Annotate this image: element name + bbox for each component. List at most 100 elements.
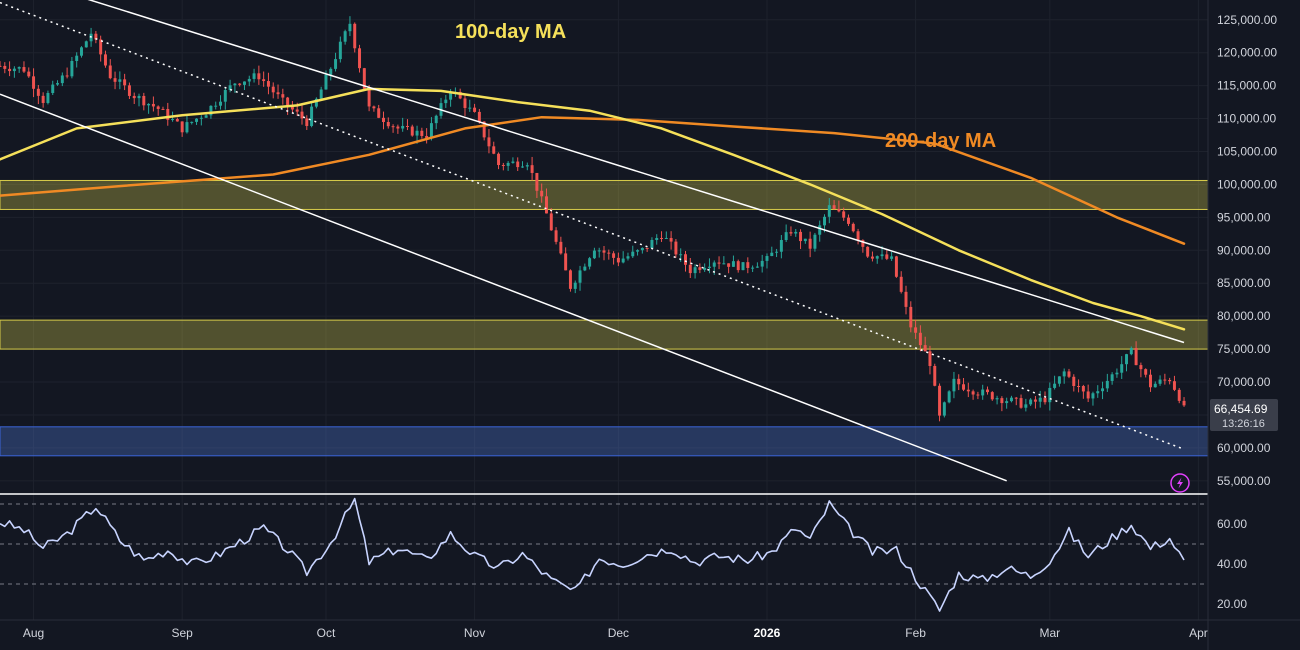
lightning-icon[interactable] <box>1170 473 1190 493</box>
up-candle <box>592 247 596 260</box>
up-candle <box>56 80 60 86</box>
candle-body <box>319 89 323 99</box>
up-candle <box>525 162 529 171</box>
candle-body <box>252 73 256 79</box>
up-candle <box>784 224 788 242</box>
candle-body <box>223 90 227 102</box>
candle-body <box>396 126 400 129</box>
candle-body <box>751 267 755 269</box>
candle-body <box>597 250 601 252</box>
candle-body <box>875 256 879 259</box>
candle-body <box>894 256 898 277</box>
candle-body <box>1043 397 1047 403</box>
moving-averages <box>0 87 1186 331</box>
candle-body <box>1096 391 1100 394</box>
candle-body <box>118 79 122 82</box>
channel-mid-dotted-line <box>0 1 1185 450</box>
candle-body <box>12 68 16 72</box>
up-candle <box>760 254 764 273</box>
candle-body <box>429 123 433 139</box>
candle-body <box>1182 400 1186 406</box>
down-candle <box>132 92 136 105</box>
down-candle <box>410 124 414 137</box>
candle-body <box>334 59 338 69</box>
ma200-label: 200-day MA <box>885 130 996 152</box>
price-tick-label: 120,000.00 <box>1217 46 1277 60</box>
candle-body <box>473 107 477 112</box>
candle-body <box>554 230 558 242</box>
up-candle <box>664 231 668 240</box>
candle-body <box>870 256 874 259</box>
candle-body <box>530 165 534 173</box>
down-candle <box>142 92 146 111</box>
candle-body <box>660 237 664 239</box>
candle-body <box>578 270 582 283</box>
candle-body <box>108 65 112 79</box>
up-candle <box>1101 381 1105 400</box>
down-candle <box>377 104 381 119</box>
up-candle <box>214 101 218 110</box>
candle-body <box>779 240 783 252</box>
candle-body <box>209 105 213 116</box>
candle-body <box>823 216 826 226</box>
down-candle <box>530 156 534 181</box>
candle-body <box>717 262 721 264</box>
candle-body <box>928 351 932 366</box>
candle-body <box>151 103 155 107</box>
down-candle <box>127 82 131 100</box>
down-candle <box>870 251 874 262</box>
candle-body <box>636 250 640 252</box>
down-candle <box>65 67 69 79</box>
down-candle <box>986 386 989 395</box>
candle-body <box>492 146 496 154</box>
down-candle <box>27 67 31 78</box>
candle-body <box>1172 381 1176 390</box>
down-candle <box>516 157 520 172</box>
up-candle <box>51 80 55 95</box>
candle-body <box>497 153 501 166</box>
down-candle <box>612 251 616 265</box>
down-candle <box>669 231 673 250</box>
down-candle <box>616 252 620 267</box>
up-candle <box>722 256 726 265</box>
candle-body <box>827 205 831 217</box>
candle-body <box>300 111 304 119</box>
down-candle <box>688 257 692 279</box>
time-tick-label: 2026 <box>754 626 781 640</box>
down-candle <box>1182 397 1186 407</box>
candle-body <box>80 47 83 56</box>
candle-body <box>837 209 841 212</box>
up-candle <box>588 256 592 270</box>
down-candle <box>799 229 803 249</box>
price-tick-label: 105,000.00 <box>1217 144 1277 158</box>
down-candle <box>540 183 544 203</box>
down-candle <box>1148 369 1152 392</box>
down-candle <box>32 68 36 98</box>
up-candle <box>137 93 141 107</box>
candle-body <box>386 121 390 127</box>
up-candle <box>1024 398 1028 412</box>
candle-body <box>952 378 956 392</box>
time-tick-label: Sep <box>171 626 193 640</box>
up-candle <box>890 251 894 261</box>
candle-body <box>986 389 989 393</box>
candle-body <box>219 101 222 106</box>
down-candle <box>976 391 980 400</box>
candle-body <box>3 65 7 69</box>
candle-body <box>588 258 592 267</box>
up-candle <box>506 161 510 171</box>
candle-body <box>904 291 908 307</box>
up-candle <box>650 237 654 249</box>
candle-body <box>22 67 26 72</box>
candle-body <box>525 165 529 167</box>
candle-body <box>712 262 716 267</box>
up-candle <box>190 121 194 125</box>
up-candle <box>1009 395 1013 403</box>
down-candle <box>1172 375 1176 392</box>
channel-lower-line <box>0 93 1007 482</box>
up-candle <box>314 97 318 109</box>
up-candle <box>80 46 83 58</box>
down-candle <box>554 227 558 245</box>
up-candle <box>334 52 338 72</box>
candle-body <box>568 270 572 289</box>
